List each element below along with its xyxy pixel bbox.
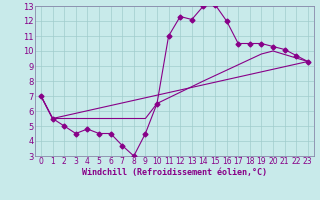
X-axis label: Windchill (Refroidissement éolien,°C): Windchill (Refroidissement éolien,°C) [82, 168, 267, 177]
